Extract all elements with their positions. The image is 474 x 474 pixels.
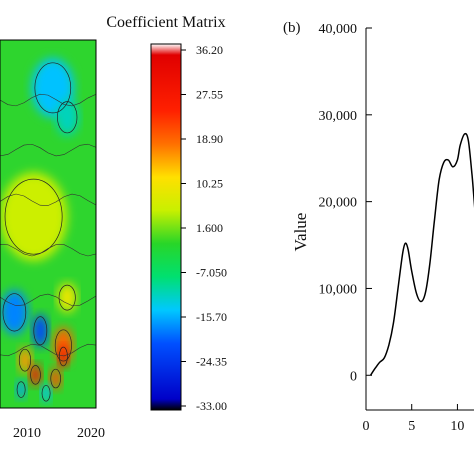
colorbar-tick-label: 10.25 — [196, 177, 223, 191]
heatmap-contour — [0, 93, 96, 107]
heatmap-contour — [0, 343, 96, 357]
heatmap-blob — [41, 384, 51, 403]
x-tick-label: 5 — [408, 419, 415, 434]
x-tick-label: 0 — [363, 419, 370, 434]
line-chart-panel: (b) Value 010,00020,00030,00040,00005101… — [283, 20, 474, 434]
y-tick-label: 20,000 — [319, 196, 358, 211]
colorbar-tick-label: -7.050 — [196, 266, 227, 280]
heatmap-blob — [18, 347, 32, 374]
heatmap-panel: 2010 2020 — [0, 39, 105, 441]
heatmap-contour — [0, 244, 96, 257]
heatmap-contour — [41, 385, 51, 402]
colorbar-tick-label: 18.90 — [196, 132, 223, 146]
heatmap-frame — [0, 39, 97, 409]
colorbar-tick-label: 27.55 — [196, 88, 223, 102]
colorbar-bar — [150, 43, 182, 411]
heatmap-blob — [55, 98, 79, 136]
x-tick-label: 10 — [450, 419, 464, 434]
heatmap-blob — [58, 345, 69, 368]
y-tick-label: 30,000 — [319, 109, 358, 124]
heatmap-blob — [16, 380, 26, 399]
y-tick-label: 0 — [350, 369, 357, 384]
heatmap-blob — [49, 367, 62, 390]
heatmap-contour — [54, 329, 72, 362]
heatmap-xtick-2020: 2020 — [77, 426, 105, 441]
panel-label-b: (b) — [283, 20, 301, 36]
heatmap-contour — [4, 178, 63, 255]
heatmap-contours — [0, 62, 96, 402]
heatmap-blob — [0, 290, 28, 335]
colorbar-tick-label: 1.600 — [196, 221, 223, 235]
heatmap-contour — [58, 346, 68, 367]
heatmap-blob — [53, 327, 73, 364]
heatmap-blob — [0, 172, 68, 261]
series-line — [369, 132, 474, 376]
heatmap-title: Coefficient Matrix — [106, 14, 225, 31]
heatmap-blob — [29, 363, 42, 386]
y-axis-label: Value — [291, 213, 310, 252]
heatmap-contour — [34, 62, 72, 114]
heatmap-contour — [16, 381, 26, 398]
heatmap-contour — [2, 293, 27, 332]
heatmap-blob — [32, 314, 48, 348]
colorbar-tick-label: -15.70 — [196, 310, 227, 324]
heatmap-blob — [57, 282, 77, 313]
heatmap-contour — [50, 368, 61, 389]
heatmap-contour — [0, 193, 96, 206]
y-tick-label: 10,000 — [319, 282, 358, 297]
heatmap-xtick-2010: 2010 — [13, 426, 41, 441]
colorbar-tick-label: 36.20 — [196, 43, 223, 57]
y-tick-label: 40,000 — [319, 22, 358, 37]
heatmap-contour — [57, 101, 78, 134]
colorbar: Coefficient Matrix 36.20 27.55 18.90 10.25 1… — [106, 14, 227, 413]
heatmap-contour — [30, 365, 41, 385]
colorbar-tick-label: -24.35 — [196, 355, 227, 369]
heatmap-contour — [33, 316, 48, 346]
heatmap-contour — [18, 348, 32, 372]
heatmap-contour — [58, 284, 76, 311]
colorbar-ticks: 36.20 27.55 18.90 10.25 1.600 -7.050 -15.70 -24… — [181, 43, 227, 413]
heatmap-contour — [0, 293, 96, 307]
heatmap-contour — [0, 143, 96, 157]
colorbar-tick-label: -33.00 — [196, 399, 227, 413]
